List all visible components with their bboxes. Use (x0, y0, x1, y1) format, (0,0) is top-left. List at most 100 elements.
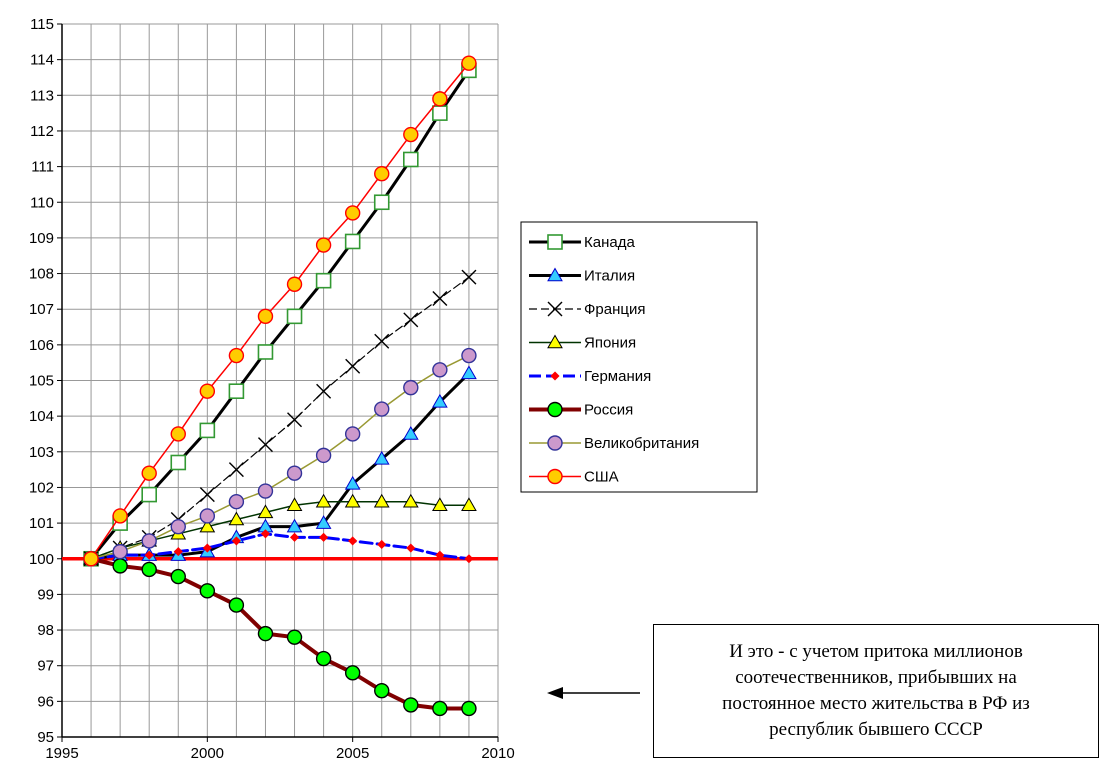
x-marker-stroke (199, 487, 215, 503)
series-7-point (141, 533, 157, 549)
legend-swatch-marker (547, 468, 563, 485)
y-tick-label: 95 (37, 729, 54, 746)
series-1-point (373, 194, 390, 211)
legend-label: Великобритания (584, 435, 699, 452)
series-7-point (432, 362, 448, 378)
y-tick-label: 112 (30, 123, 54, 140)
series-7-point (344, 426, 361, 442)
series-1-point (344, 233, 361, 250)
series-5-point (289, 532, 300, 542)
chart-gridlines (61, 23, 499, 738)
series-7-point (199, 508, 216, 524)
series-5-point (260, 529, 271, 539)
series-7-point (257, 483, 274, 499)
series-8-point (257, 308, 274, 325)
series-7-point (112, 543, 128, 560)
chart-series (83, 55, 477, 717)
series-4-point (199, 518, 216, 533)
series-5 (86, 529, 474, 564)
series-7-point (286, 465, 303, 481)
series-3-point (257, 437, 273, 453)
series-6 (83, 551, 477, 717)
series-4-point (373, 493, 390, 508)
x-tick-label: 2010 (481, 745, 514, 762)
series-6-line (89, 556, 471, 711)
series-1-point (257, 344, 274, 360)
legend-swatch-marker (547, 301, 563, 317)
series-1-point (141, 486, 157, 503)
series-2-point (402, 425, 419, 440)
series-5-point (348, 536, 358, 546)
series-3-point (287, 412, 303, 428)
series-8-point (403, 126, 419, 143)
series-1-point (402, 151, 419, 168)
series-5-point (319, 532, 329, 542)
x-tick-label: 2000 (191, 745, 224, 762)
series-8-point (315, 237, 332, 253)
y-tick-label: 105 (29, 373, 54, 390)
y-tick-label: 97 (37, 658, 54, 675)
series-3-point (345, 358, 361, 374)
series-8-point (228, 347, 245, 364)
series-5-point (231, 536, 241, 546)
y-tick-label: 103 (29, 444, 54, 461)
series-6-point (315, 650, 332, 667)
series-8-line (90, 62, 470, 560)
series-8-point (374, 166, 390, 182)
y-tick-label: 98 (37, 622, 54, 639)
series-3 (83, 269, 477, 567)
series-7-point (374, 401, 390, 417)
series-6-point (112, 558, 128, 574)
annotation-line-2: соотечественников, прибывших на (735, 667, 1017, 688)
y-tick-label: 104 (29, 408, 54, 425)
series-2-point (344, 475, 361, 490)
series-5-point (377, 539, 387, 550)
series-4-point (286, 497, 303, 512)
y-tick-label: 96 (37, 693, 54, 710)
series-1-point (199, 422, 216, 439)
legend-swatch-marker (547, 401, 563, 418)
series-8-point (199, 383, 216, 399)
series-2-point (315, 515, 332, 529)
series-7-point (228, 494, 245, 510)
series-4-point (315, 493, 332, 508)
series-6-point (170, 568, 186, 585)
series-7-point (315, 447, 332, 464)
series-6-point (228, 597, 245, 613)
x-tick-label: 1995 (45, 745, 78, 762)
series-4-point (402, 493, 419, 508)
legend-swatch-marker (547, 234, 563, 250)
annotation-arrow (547, 687, 640, 699)
y-tick-label: 100 (29, 551, 54, 568)
series-7 (83, 347, 477, 567)
legend-label: Франция (584, 301, 645, 318)
series-6-point (403, 697, 419, 713)
chart-legend: Канада Италия Франция Япония Германия Россия В… (520, 221, 758, 493)
y-tick-label: 108 (29, 266, 54, 283)
y-tick-label: 111 (31, 159, 54, 176)
series-4-point (432, 497, 448, 512)
legend-label: Италия (584, 268, 635, 285)
legend-label: Япония (584, 335, 636, 352)
series-4-point (461, 497, 477, 512)
series-7-point (170, 518, 186, 535)
series-3-point (228, 462, 244, 478)
series-5-point (435, 550, 445, 560)
annotation-box: И это - с учетом притока миллионов сооте… (653, 624, 1099, 758)
series-6-point (286, 629, 303, 645)
series-8-point (461, 55, 477, 71)
y-tick-label: 113 (30, 87, 54, 104)
series-6-point (199, 583, 216, 599)
series-1-point (286, 308, 303, 325)
x-marker-stroke (345, 358, 361, 374)
x-marker-stroke (461, 269, 477, 285)
series-8-point (432, 91, 448, 107)
x-marker-stroke (374, 333, 390, 349)
series-6-point (257, 625, 274, 642)
series-7-point (461, 347, 477, 364)
x-marker-stroke (257, 437, 273, 453)
series-8-point (83, 551, 99, 567)
series-4-point (228, 511, 245, 526)
annotation-line-1: И это - с учетом притока миллионов (729, 641, 1023, 662)
